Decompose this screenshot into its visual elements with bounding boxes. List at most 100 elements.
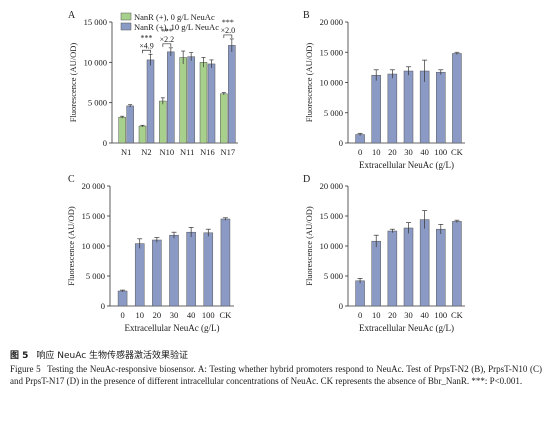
panel-b-y-tick-label: 15 000 [320,47,343,57]
panel-a-bar [207,63,216,144]
panel-a-bar [146,59,155,144]
caption-figure-number-cn: 图 5 [10,351,29,361]
panel-c-bar [203,232,214,307]
caption-english: Figure 5 Testing the NeuAc-responsive bi… [10,363,542,388]
panel-a-significance-stars: *** [141,33,153,42]
panel-b-bar [403,70,414,144]
caption-chinese: 图 5 响应 NeuAc 生物传感器激活效果验证 [10,350,542,363]
panel-d-y-tick-label: 5 000 [324,271,343,281]
panel-d-bar [419,219,430,307]
panel-a-x-tick-label: N11 [180,147,194,157]
panel-c-bar [220,218,231,307]
panel-b-x-tick-label: CK [451,147,464,157]
panel-b-y-tick-label: 10 000 [320,78,343,88]
panel-a-significance-bracket [142,49,151,54]
panel-d-x-tick-label: 10 [372,310,381,320]
panel-a-x-tick-label: N17 [221,147,236,157]
caption-figure-number-en: Figure 5 [10,363,41,374]
panel-b-y-tick-label: 0 [339,138,343,148]
panel-a-y-tick-label: 15 000 [84,17,107,27]
panel-a-x-tick-label: N2 [141,147,151,157]
panel-a-y-axis-label: Fluorescence (AU/OD) [68,43,78,123]
panel-d-bar [355,280,365,307]
panel-c-y-tick-label: 15 000 [82,211,105,221]
panel-c-x-tick-label: 0 [120,310,124,320]
panel-a-significance-bracket [223,34,233,38]
panel-c-letter: C [68,174,75,185]
panel-a-bar [138,125,147,144]
panel-b-bar [371,74,381,144]
panel-d-y-tick-label: 0 [339,301,343,311]
panel-b-y-tick-label: 20 000 [320,17,343,27]
panel-a-legend-label: NanR (+), 10 g/L NeuAc [134,22,219,32]
panel-a-bar [187,56,195,144]
panel-a-significance-stars: *** [161,27,173,36]
panel-a-x-tick-label: N1 [121,147,131,157]
panel-c-y-tick-label: 10 000 [82,241,105,251]
panel-c-bar [117,290,128,307]
panel-c-x-tick-label: 20 [153,310,162,320]
panel-a-x-tick-label: N10 [160,147,175,157]
panel-a-bar [118,116,126,144]
panel-d-x-tick-label: 0 [358,310,362,320]
panel-b-x-tick-label: 20 [388,147,397,157]
panel-b-x-tick-label: 40 [420,147,429,157]
panel-c-x-tick-label: CK [220,310,233,320]
panel-a-significance-bracket [162,43,172,47]
panel-c-x-tick-label: 10 [135,310,144,320]
panel-d-bar [452,221,462,307]
panel-c-y-axis-label: Fluorescence (AU/OD) [66,206,76,286]
panel-d-bar [403,227,414,307]
panel-b-y-tick-label: 5 000 [324,108,343,118]
panel-a-significance-stars: *** [222,18,234,27]
panel-b-x-tick-label: 30 [404,147,413,157]
panel-a-x-tick-label: N16 [200,147,215,157]
panel-a-bar [167,51,175,144]
panel-b-letter: B [303,10,310,21]
panel-a-y-tick-label: 5 000 [88,98,107,108]
panel-d-x-tick-label: 100 [434,310,447,320]
panel-a-letter: A [68,10,76,21]
panel-c-y-tick-label: 5 000 [86,271,105,281]
panel-b-x-tick-label: 10 [372,147,381,157]
panel-c-bar [152,239,162,307]
panel-c-y-tick-label: 20 000 [82,181,105,191]
panel-a-bar [199,62,208,144]
panel-c-bar [169,234,179,307]
panel-a-bar [159,100,167,144]
panel-c-y-tick-label: 0 [101,301,105,311]
panel-d-x-tick-label: 40 [420,310,429,320]
panel-d-y-tick-label: 20 000 [320,181,343,191]
panel-b-bar [436,71,446,144]
panel-b-x-tick-label: 100 [434,147,447,157]
panel-a-y-tick-label: 0 [103,138,107,148]
panel-a-legend-label: NanR (+), 0 g/L NeuAc [134,12,215,22]
panel-d-letter: D [303,174,310,185]
panel-a-bar [179,57,187,144]
caption-title-cn: 响应 NeuAc 生物传感器激活效果验证 [36,351,189,361]
panel-a-bar [228,45,236,144]
panel-d-x-tick-label: CK [451,310,464,320]
panel-a-y-tick-label: 10 000 [84,57,107,67]
panel-d-bar [387,230,398,307]
panel-d-y-tick-label: 10 000 [320,241,343,251]
panel-a-legend-swatch [120,22,132,31]
panel-c-x-tick-label: 40 [187,310,196,320]
panel-b-y-axis-label: Fluorescence (AU/OD) [304,43,314,123]
panel-a-fold-change: ×4.9 [139,41,154,50]
panel-a-bar [220,93,228,144]
panel-d-y-axis-label: Fluorescence (AU/OD) [304,206,314,286]
panel-b-x-tick-label: 0 [358,147,362,157]
panel-a-legend-swatch [120,12,132,21]
panel-c-x-axis-label: Extracellular NeuAc (g/L) [125,323,220,333]
panel-c-x-tick-label: 30 [170,310,179,320]
panel-d-x-tick-label: 20 [388,310,397,320]
panel-a-bar [126,105,134,144]
panel-c-x-tick-label: 100 [202,310,215,320]
panel-b-x-axis-label: Extracellular NeuAc (g/L) [359,160,454,170]
figure-caption: 图 5 响应 NeuAc 生物传感器激活效果验证 Figure 5 Testing… [10,350,542,388]
panel-d-x-axis-label: Extracellular NeuAc (g/L) [359,323,454,333]
panel-c-bar [186,231,196,307]
panel-c-bar [134,243,145,307]
